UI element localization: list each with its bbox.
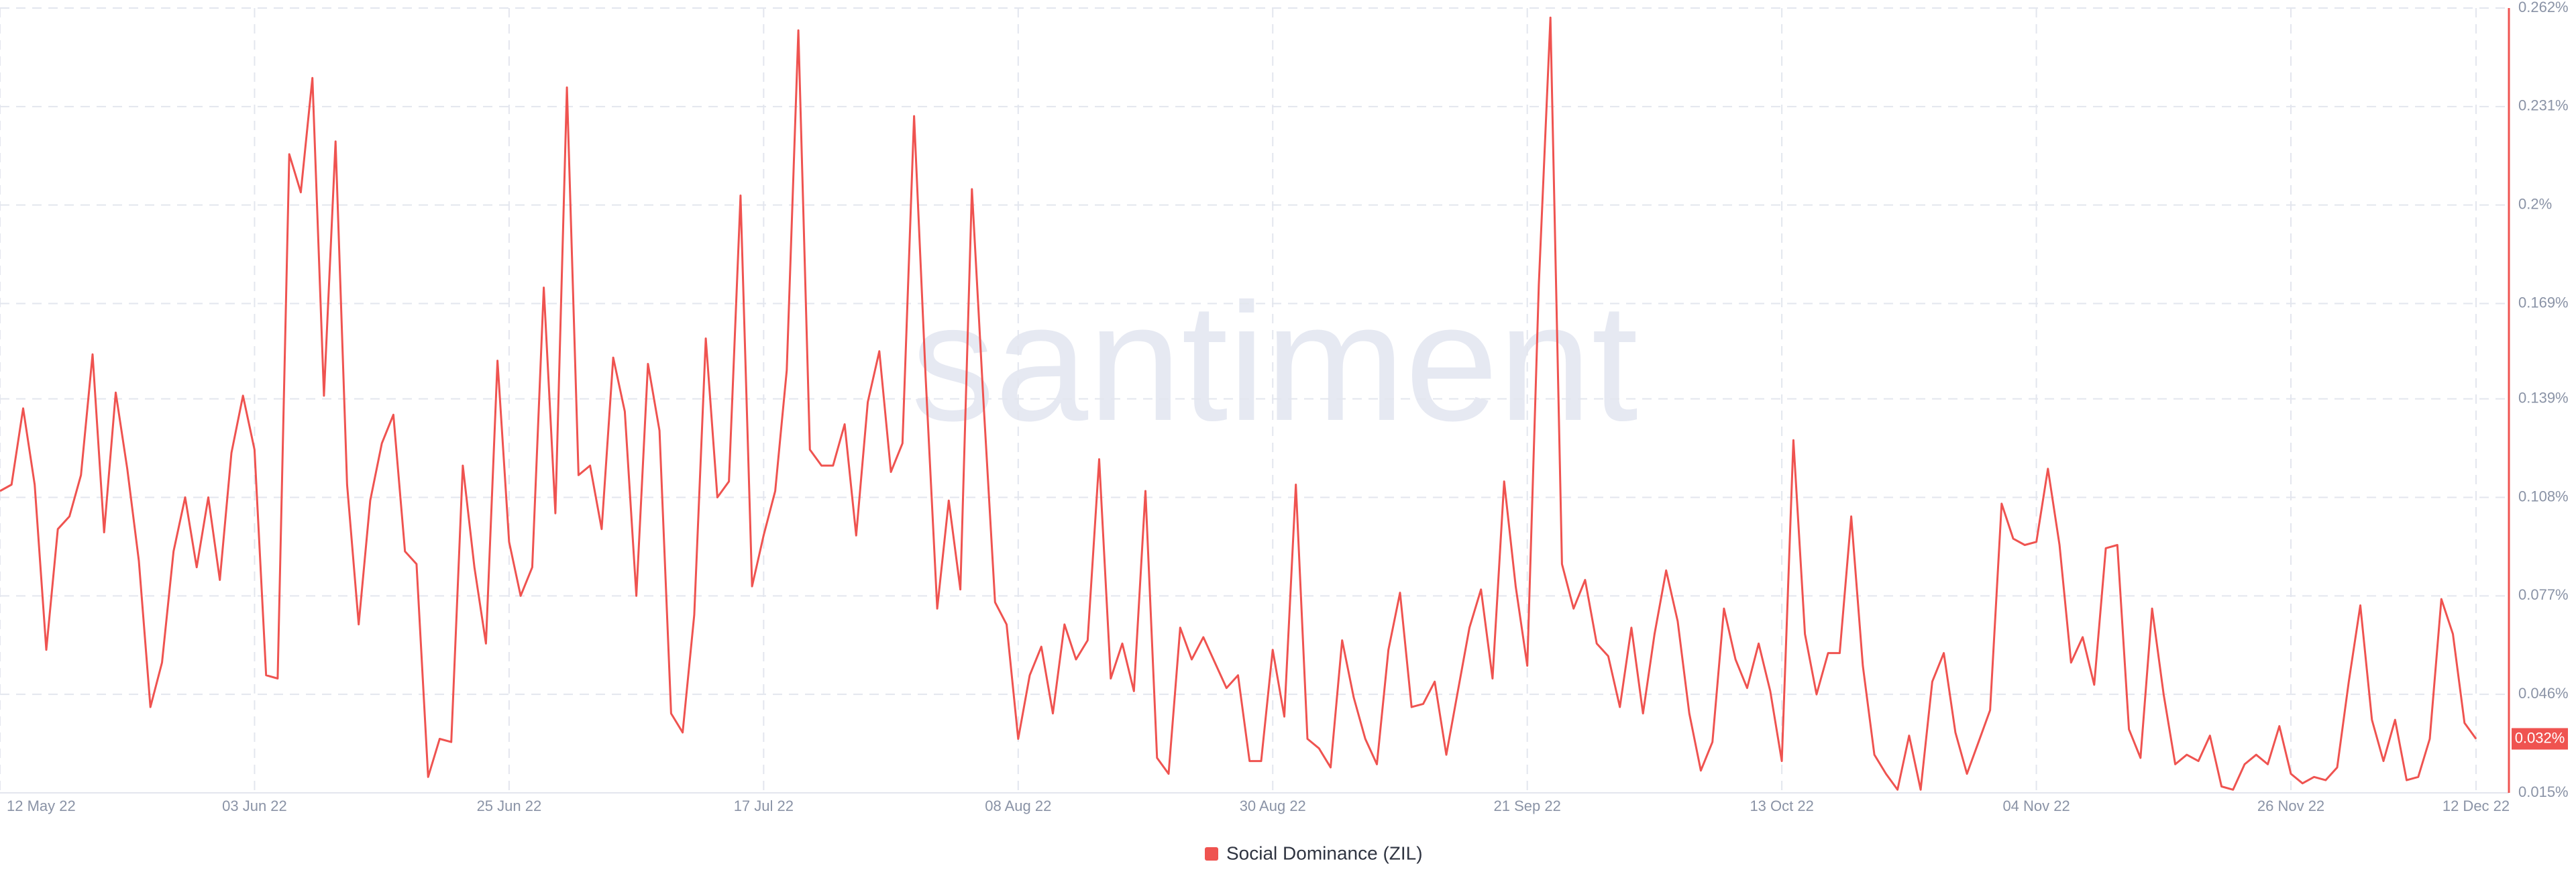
x-tick-label: 04 Nov 22 — [2002, 798, 2070, 814]
y-tick-label: 0.2% — [2518, 195, 2552, 212]
x-tick-label: 25 Jun 22 — [477, 798, 542, 814]
y-tick-label: 0.262% — [2518, 0, 2569, 15]
watermark: santiment — [911, 268, 1638, 455]
series-line — [0, 16, 2477, 791]
y-tick-label: 0.169% — [2518, 294, 2569, 311]
y-tick-label: 0.108% — [2518, 488, 2569, 504]
y-tick-label: 0.015% — [2518, 783, 2569, 800]
y-tick-label: 0.077% — [2518, 586, 2569, 603]
y-tick-label: 0.231% — [2518, 97, 2569, 114]
x-tick-label: 30 Aug 22 — [1240, 798, 1306, 814]
x-tick-label: 12 May 22 — [7, 798, 76, 814]
last-value-label: 0.032% — [2515, 729, 2565, 746]
y-tick-label: 0.139% — [2518, 389, 2569, 406]
last-value-badge — [2512, 728, 2568, 750]
x-tick-label: 03 Jun 22 — [222, 798, 287, 814]
legend-swatch — [1205, 847, 1218, 861]
x-tick-label: 08 Aug 22 — [985, 798, 1051, 814]
x-tick-label: 13 Oct 22 — [1750, 798, 1813, 814]
y-tick-label: 0.046% — [2518, 685, 2569, 702]
x-tick-label: 21 Sep 22 — [1494, 798, 1561, 814]
x-tick-label: 26 Nov 22 — [2257, 798, 2324, 814]
x-tick-label: 12 Dec 22 — [2443, 798, 2510, 814]
legend-label: Social Dominance (ZIL) — [1226, 842, 1423, 863]
x-tick-label: 17 Jul 22 — [734, 798, 794, 814]
